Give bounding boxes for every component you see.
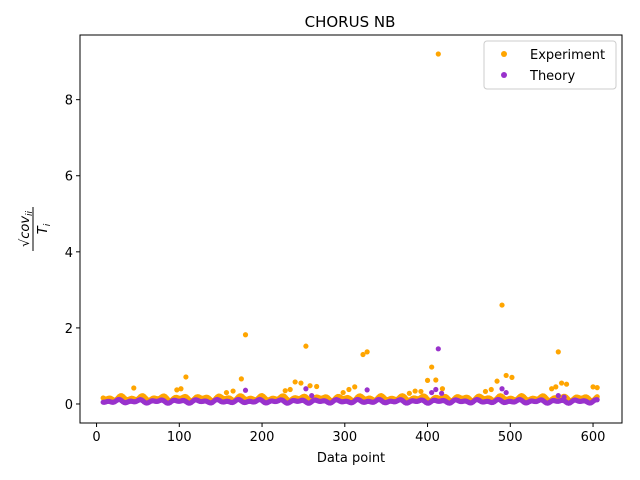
plot-frame	[79, 34, 623, 424]
data-point	[340, 389, 346, 396]
data-point	[298, 380, 304, 386]
axis-ticks: 0 100 200 300 400 500 600 0 2 4 6 8	[65, 94, 606, 445]
data-point	[131, 385, 137, 391]
data-point	[238, 376, 244, 382]
data-point	[406, 390, 412, 396]
legend-marker-experiment	[501, 51, 507, 57]
data-point	[553, 384, 559, 390]
data-point	[558, 380, 565, 386]
data-point	[563, 381, 570, 387]
data-point	[435, 346, 441, 352]
data-point	[346, 386, 352, 393]
data-point	[424, 377, 431, 383]
x-tick-label: 200	[250, 430, 275, 445]
data-point	[429, 389, 435, 396]
y-label-denominator: Ti	[36, 223, 53, 234]
x-tick-label: 400	[415, 430, 440, 445]
data-point	[509, 374, 515, 380]
data-point	[439, 390, 445, 396]
data-point	[303, 343, 309, 349]
data-point	[555, 393, 561, 399]
data-point	[352, 384, 358, 390]
legend: Experiment Theory	[483, 40, 617, 90]
data-point	[590, 384, 596, 390]
data-point	[242, 332, 249, 338]
x-tick-label: 600	[581, 430, 606, 445]
data-point	[482, 388, 489, 395]
data-point	[594, 385, 600, 391]
x-tick-label: 500	[498, 430, 523, 445]
x-axis-label: Data point	[317, 451, 385, 466]
series-experiment	[100, 51, 600, 404]
chart-title: CHORUS NB	[305, 13, 396, 31]
series-theory	[100, 346, 600, 406]
data-point	[223, 389, 230, 396]
y-tick-label: 4	[65, 246, 73, 261]
y-label-numerator: √covii	[18, 210, 35, 247]
data-point	[183, 374, 189, 380]
y-tick-label: 2	[65, 322, 73, 337]
data-point	[433, 377, 439, 383]
data-point	[292, 379, 298, 385]
data-point	[561, 394, 567, 400]
data-points	[100, 51, 600, 406]
data-point	[230, 388, 236, 394]
data-point	[364, 387, 370, 393]
data-point	[494, 378, 500, 384]
data-point	[503, 389, 509, 396]
legend-label-theory: Theory	[529, 69, 575, 84]
data-point	[499, 302, 505, 308]
legend-label-experiment: Experiment	[530, 48, 605, 63]
data-point	[364, 349, 370, 355]
data-point	[429, 364, 435, 370]
legend-marker-theory	[501, 72, 507, 78]
data-point	[309, 393, 315, 399]
data-point	[360, 351, 366, 358]
x-tick-label: 100	[167, 430, 192, 445]
legend-box	[483, 40, 617, 90]
data-point	[178, 386, 184, 392]
y-tick-label: 6	[65, 170, 73, 185]
y-tick-label: 0	[65, 398, 73, 413]
y-tick-label: 8	[65, 94, 73, 109]
data-point	[418, 388, 424, 395]
y-label-root: √	[18, 238, 33, 247]
y-axis-label: √covii Ti	[18, 207, 53, 251]
data-point	[303, 386, 309, 392]
data-point	[488, 386, 494, 393]
x-tick-label: 300	[332, 430, 357, 445]
data-point	[282, 388, 288, 394]
x-tick-label: 0	[92, 430, 100, 445]
data-point	[555, 349, 561, 355]
data-point	[174, 387, 180, 393]
data-point	[287, 386, 293, 393]
data-point	[435, 51, 441, 57]
data-point	[314, 383, 320, 390]
data-point	[307, 383, 313, 389]
data-point	[433, 386, 439, 393]
data-point	[594, 397, 600, 403]
data-point	[439, 386, 446, 392]
data-point	[549, 386, 555, 392]
data-point	[242, 387, 249, 393]
data-point	[499, 386, 505, 392]
data-point	[412, 388, 418, 394]
data-point	[503, 372, 509, 379]
